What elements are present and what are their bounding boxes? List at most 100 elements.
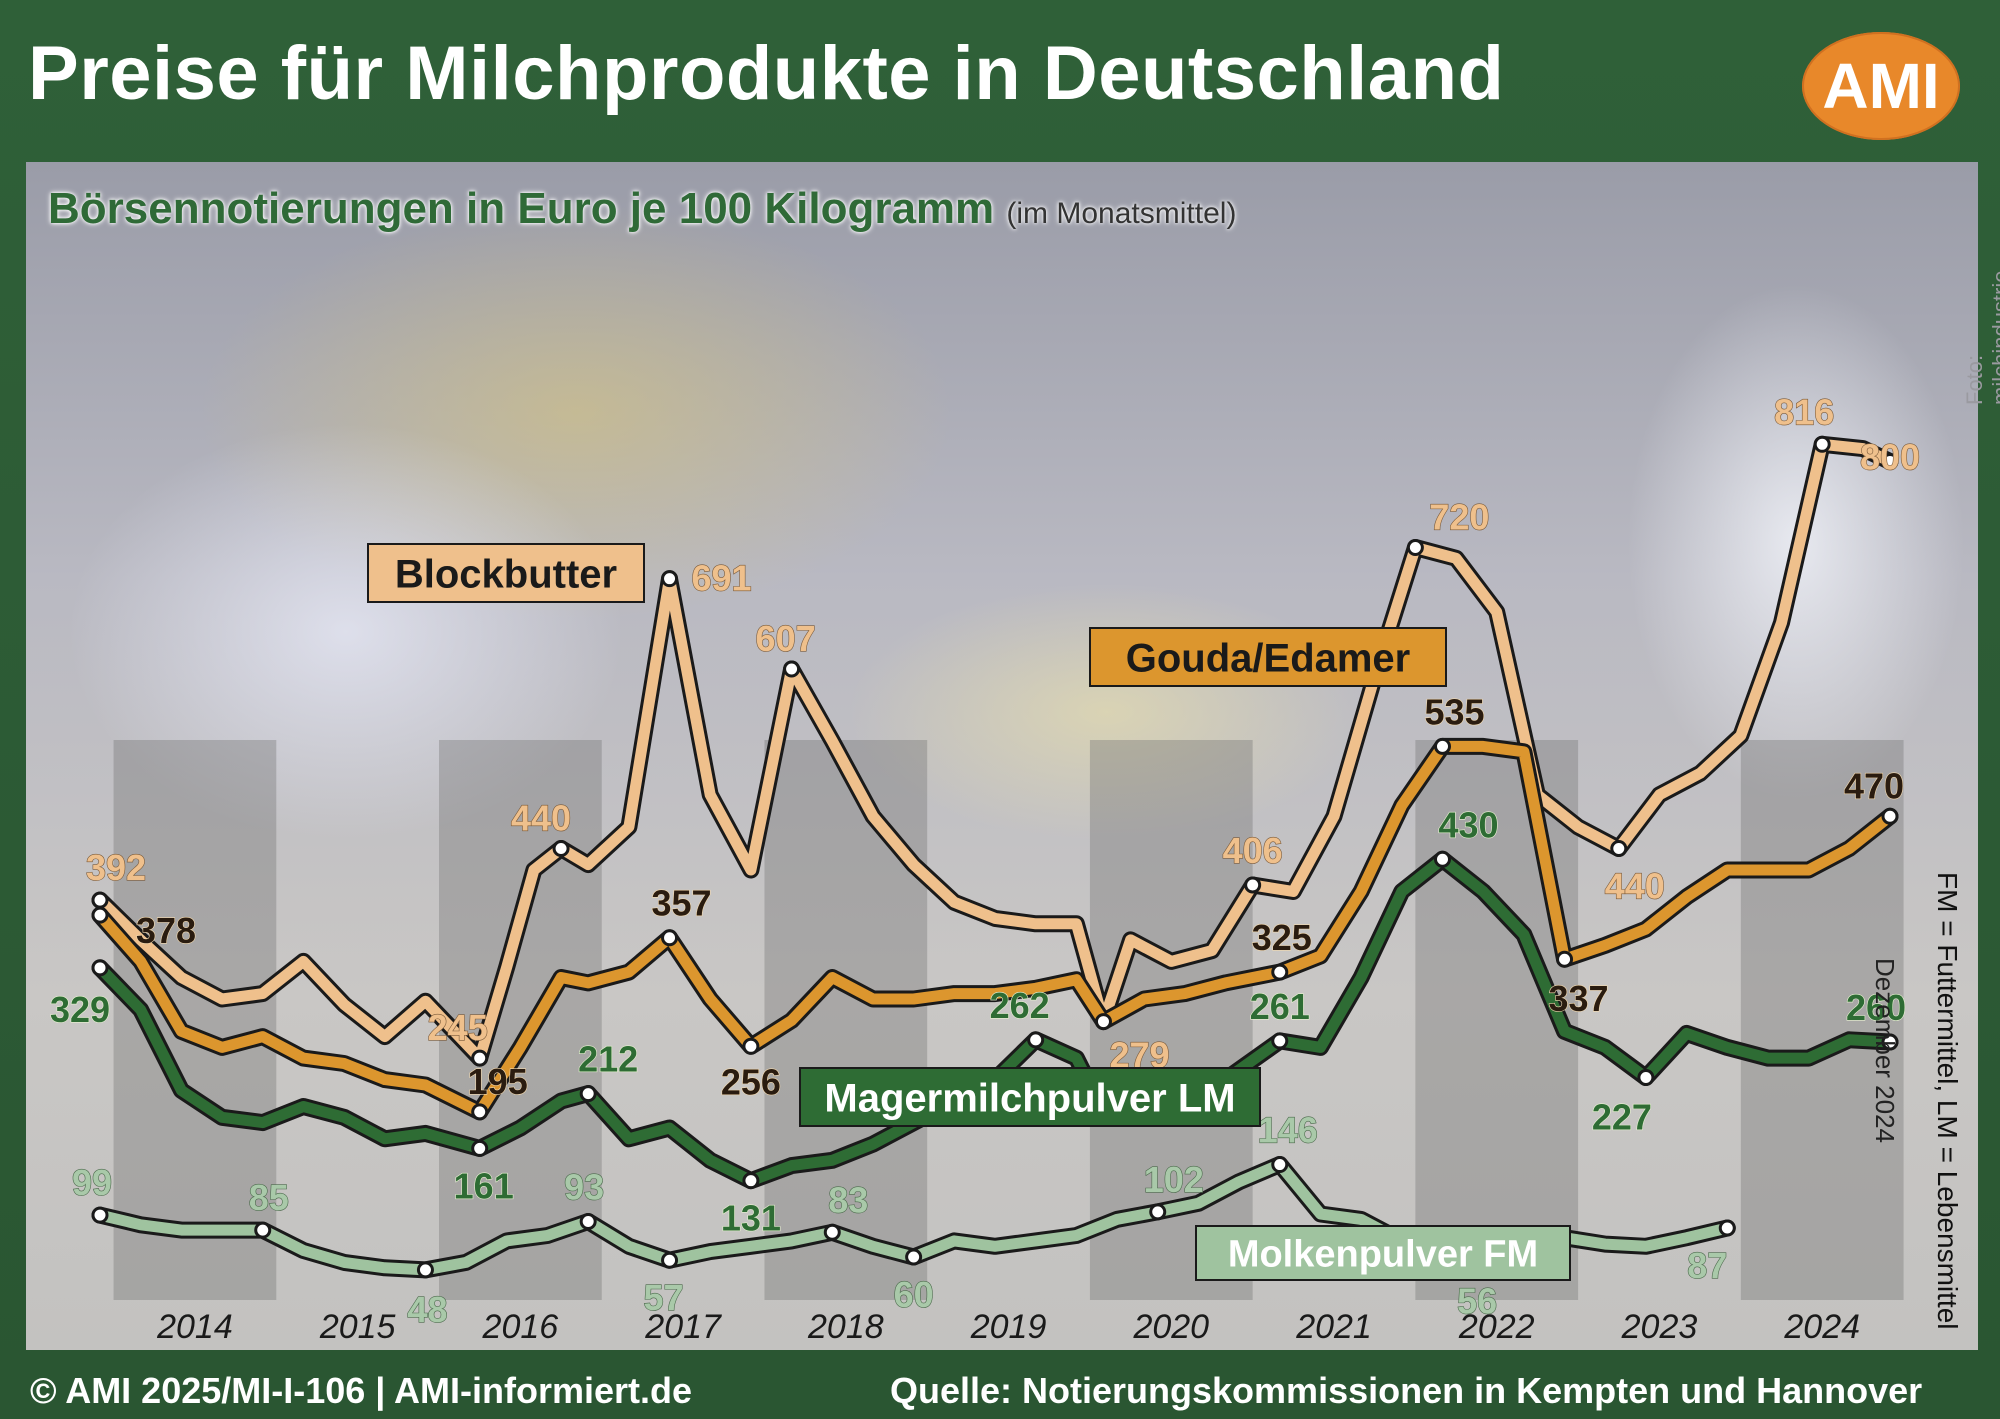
ami-logo: AMI <box>1802 32 1960 140</box>
value-label-gouda-edamer: 325 <box>1252 917 1312 958</box>
marker-gouda-edamer <box>471 1103 489 1121</box>
marker-magermilchpulver-lm <box>471 1139 489 1157</box>
value-label-magermilchpulver-lm: 161 <box>454 1165 514 1206</box>
x-tick-2017: 2017 <box>644 1308 722 1346</box>
value-label-magermilchpulver-lm: 329 <box>50 989 110 1030</box>
marker-molkenpulver-fm <box>905 1248 923 1266</box>
series-name-box-blockbutter <box>367 543 645 603</box>
marker-blockbutter <box>1406 539 1424 556</box>
marker-blockbutter <box>1813 435 1831 453</box>
value-label-gouda-edamer: 195 <box>468 1061 528 1102</box>
year-band-2016 <box>439 740 602 1300</box>
x-tick-2021: 2021 <box>1295 1308 1372 1346</box>
marker-blockbutter <box>1881 453 1899 470</box>
marker-gouda-edamer <box>1881 807 1899 825</box>
subtitle-main: Börsennotierungen in Euro je 100 Kilogra… <box>48 184 995 233</box>
photo-credit: Foto: milchindustrie <box>1962 270 2000 406</box>
value-label-molkenpulver-fm: 146 <box>1258 1110 1318 1151</box>
value-label-molkenpulver-fm: 48 <box>407 1289 447 1330</box>
marker-gouda-edamer <box>1271 963 1289 981</box>
value-markers <box>91 435 1899 1279</box>
marker-molkenpulver-fm <box>91 1206 109 1224</box>
marker-magermilchpulver-lm <box>1271 1032 1289 1050</box>
marker-magermilchpulver-lm <box>1027 1031 1045 1049</box>
value-label-blockbutter: 800 <box>1860 437 1920 478</box>
value-label-blockbutter: 607 <box>756 618 816 659</box>
value-label-gouda-edamer: 535 <box>1424 691 1484 732</box>
value-label-molkenpulver-fm: 83 <box>828 1179 868 1220</box>
marker-molkenpulver-fm <box>661 1251 679 1269</box>
logo-text: AMI <box>1822 50 1940 122</box>
x-axis-tick-labels: 2014 2015 2016 2017 2018 2019 2020 2021 2022 2023… <box>156 1308 1860 1346</box>
value-label-blockbutter: 720 <box>1429 497 1489 538</box>
marker-magermilchpulver-lm <box>91 959 109 977</box>
x-tick-2014: 2014 <box>156 1308 233 1346</box>
x-tick-2018: 2018 <box>807 1308 884 1346</box>
marker-magermilchpulver-lm <box>1637 1068 1655 1086</box>
x-tick-2020: 2020 <box>1132 1308 1209 1346</box>
x-tick-2015: 2015 <box>319 1308 396 1346</box>
value-label-gouda-edamer: 256 <box>721 1061 781 1102</box>
value-label-blockbutter: 440 <box>1605 866 1665 907</box>
series-name-molkenpulver-fm: Molkenpulver FM <box>1228 1234 1538 1276</box>
series-name-blockbutter: Blockbutter <box>395 552 617 596</box>
marker-molkenpulver-fm <box>579 1213 597 1231</box>
value-label-magermilchpulver-lm: 262 <box>990 985 1050 1026</box>
page-title: Preise für Milchprodukte in Deutschland <box>28 31 1505 116</box>
footer-source: Quelle: Notierungskommissionen in Kempte… <box>890 1370 1923 1411</box>
value-label-magermilchpulver-lm: 430 <box>1438 804 1498 845</box>
marker-gouda-edamer <box>1556 950 1574 968</box>
x-tick-2023: 2023 <box>1621 1308 1698 1346</box>
marker-molkenpulver-fm <box>1718 1219 1736 1237</box>
value-label-blockbutter: 392 <box>86 847 146 888</box>
marker-blockbutter <box>1610 840 1628 857</box>
value-label-gouda-edamer: 470 <box>1844 765 1904 806</box>
marker-blockbutter <box>783 660 801 678</box>
marker-gouda-edamer <box>661 929 679 947</box>
background-photo-jug <box>66 422 626 842</box>
value-label-gouda-edamer: 357 <box>652 883 712 924</box>
x-tick-2024: 2024 <box>1783 1308 1860 1346</box>
marker-gouda-edamer <box>1434 737 1451 755</box>
series-name-magermilchpulver-lm: Magermilchpulver LM <box>824 1076 1235 1120</box>
series-labels: Blockbutter Gouda/Edamer Magermilchpulver … <box>367 543 1571 1281</box>
value-label-magermilchpulver-lm: 261 <box>1250 986 1310 1027</box>
series-name-box-magermilchpulver-lm <box>799 1067 1261 1127</box>
value-label-molkenpulver-fm: 60 <box>894 1274 934 1315</box>
marker-blockbutter <box>1244 876 1262 894</box>
value-label-molkenpulver-fm: 57 <box>644 1277 684 1318</box>
value-label-blockbutter: 406 <box>1223 830 1283 871</box>
value-label-molkenpulver-fm: 87 <box>1687 1245 1727 1286</box>
value-label-magermilchpulver-lm: 260 <box>1846 987 1906 1028</box>
footer-copyright: © AMI 2025/MI-I-106 | AMI-informiert.de <box>30 1370 693 1411</box>
value-label-blockbutter: 440 <box>511 798 571 839</box>
value-label-molkenpulver-fm: 85 <box>249 1177 289 1218</box>
series-outline-blockbutter <box>91 435 1899 1067</box>
value-label-blockbutter: 816 <box>1774 391 1834 432</box>
series-line-gouda-edamer <box>94 740 1896 1118</box>
subtitle-small: (im Monatsmittel) <box>1006 197 1237 230</box>
marker-molkenpulver-fm <box>416 1261 434 1279</box>
marker-blockbutter <box>661 570 679 588</box>
value-label-magermilchpulver-lm: 227 <box>1592 1096 1652 1137</box>
series-name-box-molkenpulver-fm <box>1195 1225 1571 1281</box>
chart-subtitle: Börsennotierungen in Euro je 100 Kilogra… <box>48 184 1236 234</box>
marker-blockbutter <box>1094 1013 1112 1031</box>
value-labels: 3922454406916072794067204408168003781953… <box>49 391 1920 1331</box>
value-label-blockbutter: 245 <box>428 1007 488 1048</box>
marker-molkenpulver-fm <box>254 1221 272 1239</box>
value-label-molkenpulver-fm: 99 <box>72 1162 112 1203</box>
marker-molkenpulver-fm <box>823 1223 841 1241</box>
marker-blockbutter <box>552 840 570 857</box>
series-name-box-gouda-edamer <box>1089 627 1447 687</box>
value-label-molkenpulver-fm: 56 <box>1457 1280 1497 1321</box>
x-tick-2016: 2016 <box>482 1308 559 1346</box>
value-label-molkenpulver-fm: 93 <box>564 1167 604 1208</box>
marker-gouda-edamer <box>91 906 109 924</box>
value-label-magermilchpulver-lm: 131 <box>721 1198 781 1239</box>
value-label-gouda-edamer: 337 <box>1549 978 1609 1019</box>
marker-gouda-edamer <box>742 1037 760 1055</box>
marker-magermilchpulver-lm <box>579 1085 597 1103</box>
